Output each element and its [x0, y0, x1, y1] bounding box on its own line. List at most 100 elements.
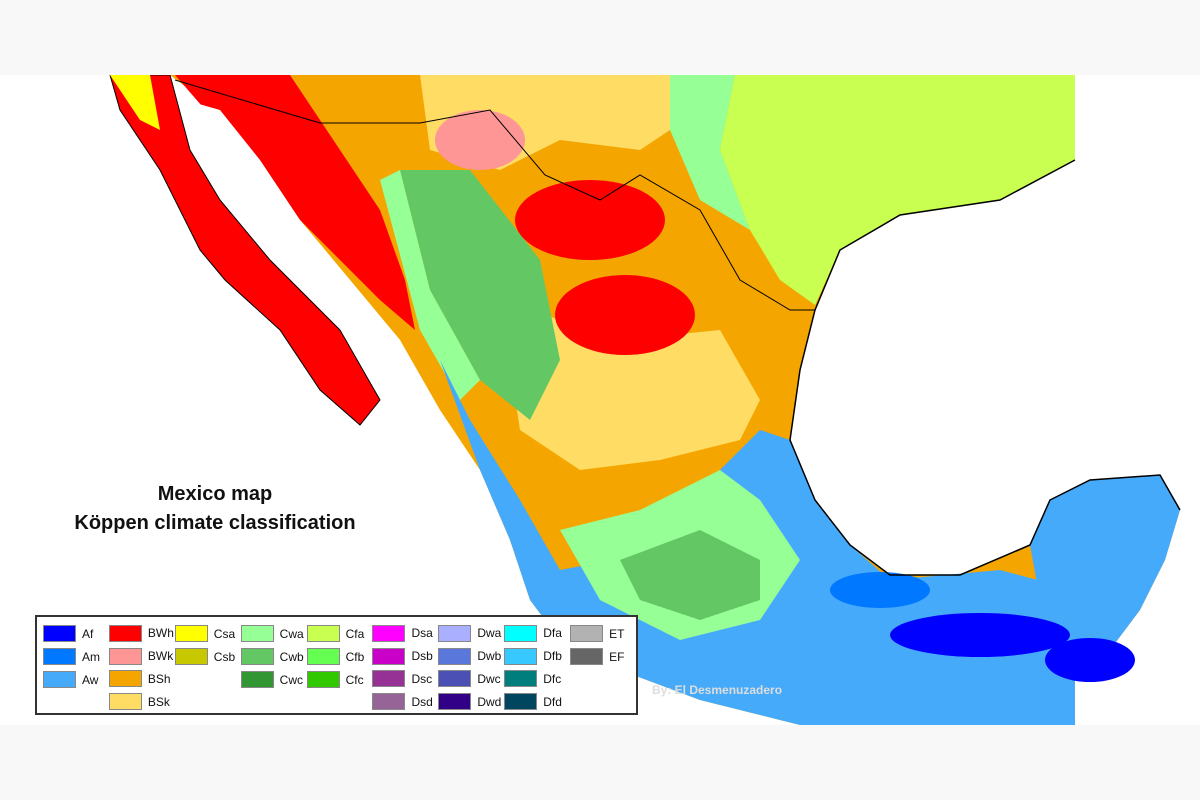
- legend-label: Dfa: [543, 626, 562, 641]
- legend-swatch: [372, 647, 406, 665]
- legend-swatch: [108, 670, 142, 688]
- legend-column: Dwa Dwb Dwc Dwd: [438, 622, 504, 713]
- legend-swatch: [43, 648, 76, 665]
- legend-item-dwd: Dwd: [438, 690, 504, 713]
- region-cwa-sierra: [380, 170, 480, 400]
- legend-label: Dwc: [477, 671, 501, 686]
- legend-swatch: [174, 648, 208, 665]
- baja-california: [109, 75, 381, 426]
- legend-label: BWh: [147, 626, 174, 641]
- legend-swatch: [240, 671, 274, 688]
- legend-label: Dfc: [543, 671, 562, 686]
- legend-swatch: [438, 647, 472, 665]
- legend-label: EF: [609, 649, 625, 664]
- legend-swatch: [504, 624, 538, 642]
- legend-label: Dfd: [543, 694, 562, 709]
- legend-label: Dwb: [477, 649, 502, 664]
- legend-label: Cfa: [345, 626, 365, 641]
- legend-column: Dsa Dsb Dsc Dsd: [372, 622, 438, 713]
- legend-swatch: [306, 671, 340, 688]
- legend-label: Dsa: [411, 626, 433, 641]
- legend-label: Cfb: [345, 649, 365, 664]
- legend-swatch: [108, 693, 142, 711]
- gulf-of-california: [185, 100, 420, 390]
- legend-item-bsh: BSh: [108, 668, 175, 691]
- legend-label: Dsb: [411, 649, 433, 664]
- legend-label: Cwc: [279, 672, 304, 687]
- legend-column: Csa Csb: [174, 622, 241, 713]
- legend-swatch: [43, 671, 76, 688]
- legend-item-dsb: Dsb: [372, 645, 438, 668]
- region-af: [890, 613, 1070, 657]
- gulf-coast: [789, 159, 1181, 576]
- legend-swatch: [108, 647, 142, 665]
- legend-label: Dwd: [477, 694, 502, 709]
- legend-label: Cfc: [345, 672, 364, 687]
- region-cwb-sierra: [400, 170, 560, 420]
- legend-swatch: [372, 624, 406, 642]
- legend-swatch: [438, 624, 472, 642]
- legend-swatch: [438, 670, 472, 688]
- legend-item-bsk: BSk: [108, 690, 175, 713]
- region-cwa-strip: [670, 75, 750, 230]
- legend-item-dsa: Dsa: [372, 622, 438, 645]
- legend-column: Af Am Aw: [43, 622, 109, 713]
- legend-label: Af: [82, 626, 94, 641]
- legend-item-af: Af: [43, 622, 109, 645]
- legend-item-dfb: Dfb: [504, 645, 570, 668]
- legend-label: Am: [82, 649, 100, 664]
- legend-item-dwa: Dwa: [438, 622, 504, 645]
- legend-column: Dfa Dfb Dfc Dfd: [504, 622, 570, 713]
- climate-map: Mexico map Köppen climate classification…: [0, 75, 1200, 725]
- legend-item-dfc: Dfc: [504, 668, 570, 691]
- legend-item-dfa: Dfa: [504, 622, 570, 645]
- legend-swatch: [504, 670, 538, 688]
- legend-label: BSh: [147, 671, 171, 686]
- map-svg: [109, 75, 1181, 725]
- map-title-line2: Köppen climate classification: [74, 512, 356, 534]
- region-bwh-chihuahua: [515, 180, 665, 260]
- legend-label: BSk: [147, 694, 170, 709]
- legend-item-cfc: Cfc: [306, 668, 373, 691]
- legend-item-csb: Csb: [174, 645, 241, 668]
- legend-item-dfd: Dfd: [504, 690, 570, 713]
- legend-item-dwc: Dwc: [438, 668, 504, 691]
- baja-north-csa: [110, 75, 160, 130]
- legend-column: ET EF: [570, 622, 636, 713]
- legend-swatch: [174, 625, 208, 642]
- legend-item-cwb: Cwb: [240, 645, 307, 668]
- legend-swatch: [240, 625, 274, 642]
- legend-item-et: ET: [570, 622, 636, 645]
- legend-label: Dfb: [543, 649, 562, 664]
- legend-label: Csa: [213, 626, 236, 641]
- legend-item-bwk: BWk: [108, 645, 175, 668]
- legend-label: Csb: [213, 649, 236, 664]
- legend-swatch: [372, 693, 406, 711]
- legend-swatch: [43, 625, 76, 642]
- legend-swatch: [570, 625, 604, 642]
- legend-label: Aw: [82, 672, 99, 687]
- legend-item-aw: Aw: [43, 668, 109, 691]
- legend-label: ET: [609, 626, 625, 641]
- region-cfa-us: [720, 75, 1075, 305]
- legend-label: Cwb: [279, 649, 304, 664]
- legend-swatch: [438, 693, 472, 711]
- legend-swatch: [570, 648, 604, 665]
- legend-column: BWh BWk BSh BSk: [108, 622, 175, 713]
- region-bwk: [435, 110, 525, 170]
- legend-item-bwh: BWh: [108, 622, 175, 645]
- region-aw-yucatan: [1030, 475, 1180, 680]
- legend-label: Dwa: [477, 626, 502, 641]
- legend-item-csa: Csa: [174, 622, 241, 645]
- region-af-east: [1045, 638, 1135, 682]
- legend-swatch: [504, 647, 538, 665]
- legend-label: BWk: [147, 649, 174, 664]
- legend-item-cwc: Cwc: [240, 668, 307, 691]
- legend-item-dsd: Dsd: [372, 690, 438, 713]
- legend-label: Dsd: [411, 694, 433, 709]
- legend-column: Cwa Cwb Cwc: [240, 622, 307, 713]
- map-title-line1: Mexico map: [157, 483, 273, 505]
- legend-item-cwa: Cwa: [240, 622, 307, 645]
- legend-item-dsc: Dsc: [372, 668, 438, 691]
- region-cwb-south: [620, 530, 760, 620]
